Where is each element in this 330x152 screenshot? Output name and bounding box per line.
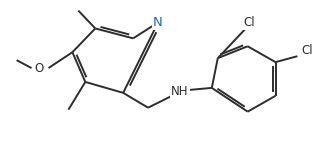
Text: Cl: Cl	[302, 44, 313, 57]
Text: N: N	[153, 16, 163, 29]
Text: NH: NH	[171, 85, 189, 98]
Text: Cl: Cl	[244, 16, 255, 29]
Text: O: O	[34, 62, 43, 75]
